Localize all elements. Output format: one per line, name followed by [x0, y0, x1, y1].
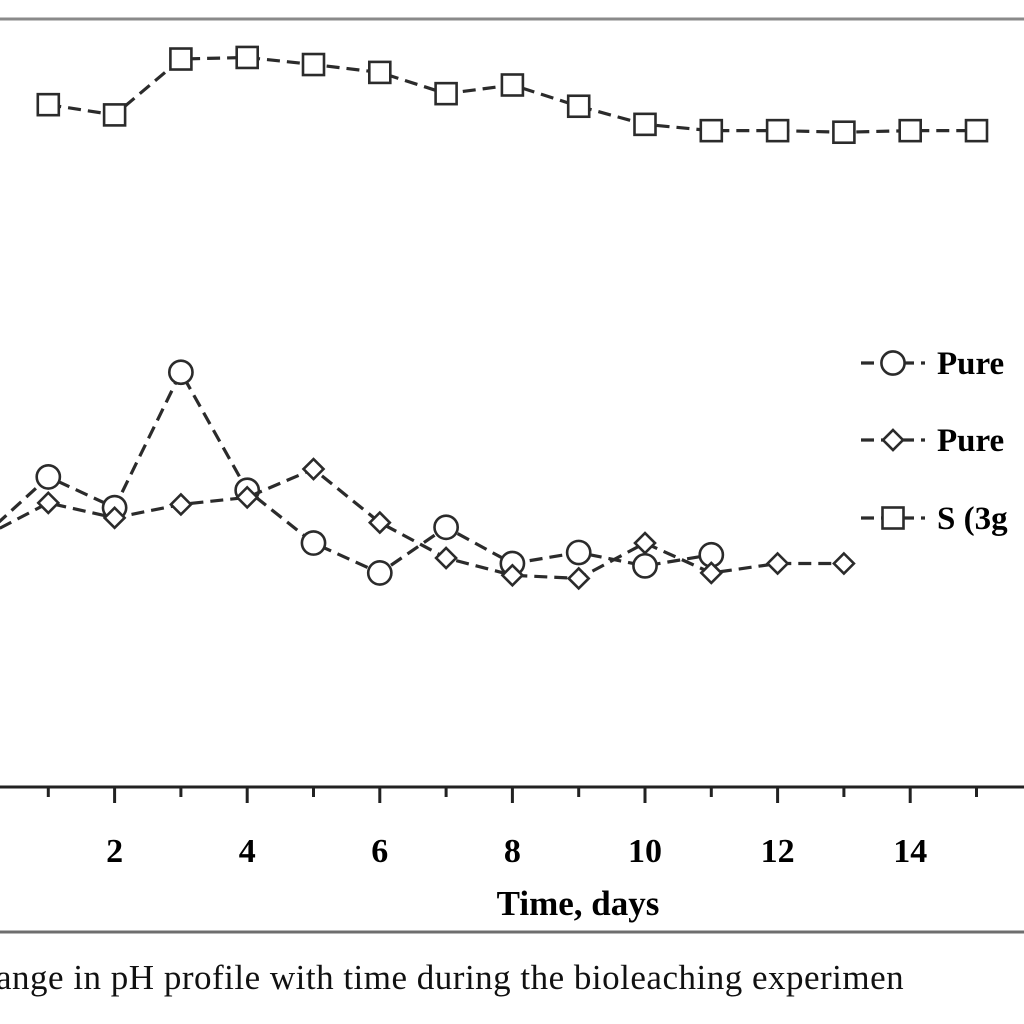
- x-tick-label: 2: [106, 833, 123, 870]
- data-point-diamond: [566, 566, 591, 591]
- legend-label: S (3g: [937, 501, 1008, 537]
- legend-label: Pure: [937, 346, 1004, 382]
- x-tick-label: 4: [239, 833, 256, 870]
- x-tick-label: 12: [761, 833, 795, 870]
- data-point-square: [633, 112, 657, 137]
- legend-marker-square-icon: [881, 506, 905, 530]
- data-point-diamond: [36, 491, 61, 515]
- figure-caption: ange in pH profile with time during the …: [0, 958, 905, 997]
- data-point-square: [301, 52, 326, 77]
- data-point-square: [566, 94, 591, 119]
- series-line-circle: [0, 368, 712, 575]
- data-point-square: [898, 118, 923, 143]
- x-axis-title: Time, days: [497, 884, 660, 923]
- data-point-circle: [433, 514, 460, 541]
- data-point-circle: [35, 464, 62, 490]
- legend-item-circle: Pure: [861, 346, 1004, 382]
- x-tick-label: 14: [893, 833, 927, 870]
- x-tick-label: 8: [504, 833, 521, 870]
- data-point-diamond: [765, 551, 790, 576]
- legend-item-diamond: Pure: [861, 423, 1004, 459]
- data-point-square: [102, 103, 127, 127]
- data-point-diamond: [633, 531, 657, 555]
- data-point-diamond: [169, 492, 193, 517]
- data-point-diamond: [500, 563, 525, 588]
- series-line-diamond: [0, 467, 844, 581]
- data-point-circle: [366, 560, 393, 586]
- x-tick-labels: 2 4 6 8 10 12 14: [106, 833, 927, 870]
- data-point-square: [169, 47, 193, 71]
- data-point-diamond: [434, 546, 458, 570]
- data-point-diamond: [102, 506, 127, 530]
- data-point-diamond: [699, 561, 724, 585]
- data-point-diamond: [235, 485, 260, 510]
- data-point-circle: [300, 530, 327, 556]
- data-point-square: [434, 81, 458, 106]
- legend-label: Pure: [937, 423, 1004, 459]
- x-tick-label: 10: [628, 833, 662, 870]
- legend-marker-diamond-icon: [881, 428, 905, 452]
- series-circle: [0, 359, 725, 586]
- x-axis-ticks: [46, 787, 978, 803]
- data-point-diamond: [832, 551, 856, 576]
- data-point-square: [832, 120, 856, 145]
- data-point-diamond: [301, 457, 326, 481]
- series-group: [0, 45, 989, 591]
- data-point-square: [964, 118, 989, 143]
- legend: Pure Pure S (3g: [861, 346, 1008, 537]
- data-point-diamond: [367, 510, 392, 535]
- data-point-circle: [565, 539, 592, 566]
- data-point-circle: [167, 359, 194, 386]
- data-point-square: [367, 60, 392, 85]
- data-point-square: [699, 118, 724, 143]
- data-point-square: [235, 45, 259, 70]
- data-point-square: [765, 118, 790, 143]
- data-point-square: [500, 73, 525, 97]
- series-diamond: [0, 457, 856, 591]
- series-square: [36, 45, 989, 145]
- legend-item-square: S (3g: [861, 501, 1008, 537]
- x-tick-label: 6: [371, 833, 388, 870]
- data-point-circle: [632, 552, 658, 579]
- legend-marker-circle-icon: [880, 350, 906, 376]
- data-point-square: [36, 92, 61, 117]
